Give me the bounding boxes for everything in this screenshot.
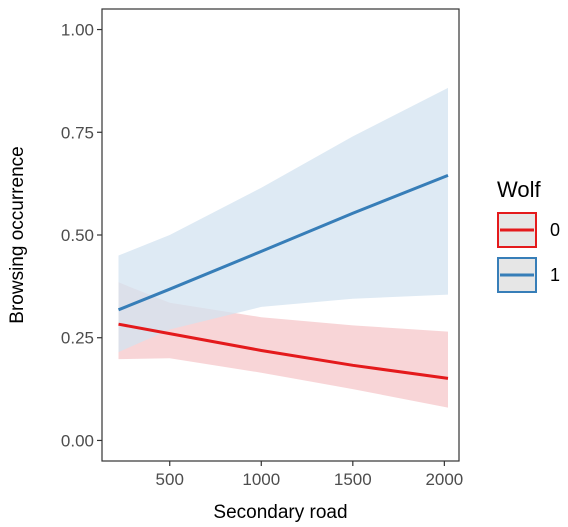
y-tick-label: 0.75 — [61, 123, 94, 142]
x-tick-label: 1000 — [242, 470, 280, 489]
series-lines — [117, 174, 449, 380]
x-tick-label: 500 — [156, 470, 184, 489]
ribbon-wolf-1 — [118, 87, 448, 353]
line-wolf-1 — [117, 174, 449, 312]
confidence-ribbons — [118, 87, 448, 408]
x-tick-label: 1500 — [334, 470, 372, 489]
legend-keys: 01 — [497, 212, 560, 293]
y-tick-label: 1.00 — [61, 21, 94, 40]
x-tick-label: 2000 — [425, 470, 463, 489]
legend-item-wolf-1: 1 — [497, 257, 560, 293]
legend-item-wolf-0: 0 — [497, 212, 560, 248]
y-axis: 0.00 0.25 0.50 0.75 1.00 — [61, 21, 102, 450]
y-tick-label: 0.50 — [61, 226, 94, 245]
legend: Wolf 01 — [497, 177, 560, 293]
line-wolf-0 — [118, 322, 449, 380]
legend-label: 0 — [550, 220, 560, 240]
legend-title: Wolf — [497, 177, 541, 202]
y-tick-label: 0.25 — [61, 329, 94, 348]
y-tick-label: 0.00 — [61, 431, 94, 450]
y-axis-title: Browsing occurrence — [7, 146, 28, 323]
x-axis: 500 1000 1500 2000 — [156, 461, 463, 489]
x-axis-title: Secondary road — [213, 502, 347, 523]
legend-label: 1 — [550, 265, 560, 285]
